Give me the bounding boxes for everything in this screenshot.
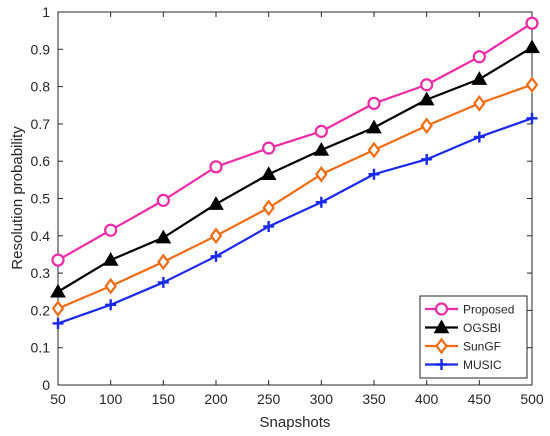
x-tick-label: 100 bbox=[99, 391, 123, 407]
series-line bbox=[57, 46, 533, 293]
data-point bbox=[366, 119, 382, 134]
x-tick-label: 300 bbox=[310, 391, 334, 407]
data-point bbox=[314, 124, 328, 138]
x-tick-label: 50 bbox=[50, 391, 66, 407]
data-point bbox=[104, 223, 118, 237]
data-point bbox=[263, 220, 275, 232]
y-tick-label: 0.7 bbox=[31, 116, 51, 132]
data-point bbox=[262, 199, 275, 217]
series-line bbox=[57, 117, 533, 325]
data-point bbox=[418, 91, 435, 106]
series-layer bbox=[50, 16, 540, 329]
series-line bbox=[57, 83, 533, 310]
y-tick-label: 0.9 bbox=[31, 41, 51, 57]
data-point bbox=[421, 153, 433, 165]
data-point bbox=[315, 165, 328, 183]
data-point bbox=[525, 76, 539, 94]
data-point bbox=[210, 250, 222, 262]
data-point bbox=[157, 253, 170, 271]
series-ogsbi bbox=[50, 39, 540, 298]
data-point bbox=[420, 117, 433, 135]
data-point bbox=[51, 253, 65, 267]
y-axis: 0 0.1 0.2 0.3 0.4 0.5 0.6 0.7 0.8 0.9 1 bbox=[31, 4, 532, 393]
data-point bbox=[471, 71, 488, 85]
x-axis-label: Snapshots bbox=[260, 414, 331, 431]
legend-marker bbox=[434, 302, 449, 316]
y-tick-label: 0.5 bbox=[31, 191, 51, 207]
data-point bbox=[156, 193, 170, 207]
data-point bbox=[367, 96, 381, 110]
x-tick-label: 150 bbox=[152, 391, 176, 407]
data-point bbox=[155, 229, 172, 244]
x-axis: 50 100 150 200 250 300 350 400 450 500 bbox=[50, 12, 544, 407]
data-point bbox=[367, 141, 381, 159]
x-tick-label: 200 bbox=[204, 391, 228, 407]
y-tick-label: 1 bbox=[42, 4, 50, 20]
series-sungf bbox=[51, 76, 539, 317]
data-point bbox=[526, 112, 538, 124]
y-tick-label: 0.8 bbox=[31, 79, 51, 95]
x-tick-label: 500 bbox=[520, 391, 544, 407]
data-point bbox=[50, 283, 66, 298]
data-point bbox=[472, 50, 486, 64]
y-tick-label: 0.4 bbox=[31, 228, 51, 244]
data-point bbox=[52, 317, 64, 329]
legend-label: OGSBI bbox=[463, 321, 501, 335]
x-tick-label: 450 bbox=[468, 391, 492, 407]
series-line bbox=[57, 22, 533, 261]
data-point bbox=[368, 168, 380, 180]
data-point bbox=[157, 276, 169, 288]
data-point bbox=[420, 78, 434, 92]
legend-label: Proposed bbox=[463, 303, 514, 317]
legend-marker bbox=[436, 359, 447, 370]
y-tick-label: 0 bbox=[42, 377, 50, 393]
data-point bbox=[51, 300, 65, 317]
data-point bbox=[525, 16, 539, 30]
data-point bbox=[473, 95, 486, 112]
legend-item: SunGF bbox=[425, 337, 501, 355]
data-point bbox=[262, 141, 276, 155]
data-point bbox=[209, 160, 223, 174]
legend-marker bbox=[435, 337, 448, 355]
legend-item: Proposed bbox=[425, 302, 514, 317]
data-point bbox=[105, 299, 117, 311]
y-tick-label: 0.1 bbox=[31, 340, 51, 356]
data-point bbox=[524, 39, 540, 54]
legend-label: SunGF bbox=[463, 340, 501, 354]
series-proposed bbox=[51, 16, 539, 267]
x-tick-label: 400 bbox=[415, 391, 439, 407]
x-tick-label: 250 bbox=[257, 391, 281, 407]
legend-item: MUSIC bbox=[425, 358, 502, 372]
data-point bbox=[260, 166, 277, 181]
x-tick-label: 350 bbox=[362, 391, 386, 407]
data-point bbox=[209, 227, 223, 245]
legend-marker bbox=[433, 319, 450, 334]
y-tick-label: 0.2 bbox=[31, 302, 51, 318]
data-point bbox=[208, 196, 224, 210]
legend-item: OGSBI bbox=[425, 319, 501, 335]
data-point bbox=[473, 131, 485, 143]
series-music bbox=[52, 112, 538, 329]
y-tick-label: 0.6 bbox=[31, 153, 51, 169]
data-point bbox=[315, 196, 327, 208]
legend: Proposed OGSBI SunGF MUSIC bbox=[419, 295, 528, 379]
data-point bbox=[104, 277, 117, 295]
data-point bbox=[313, 142, 330, 156]
legend-label: MUSIC bbox=[463, 358, 502, 372]
y-tick-label: 0.3 bbox=[31, 265, 51, 281]
y-axis-label: Resolution probability bbox=[9, 126, 26, 270]
data-point bbox=[102, 252, 119, 266]
